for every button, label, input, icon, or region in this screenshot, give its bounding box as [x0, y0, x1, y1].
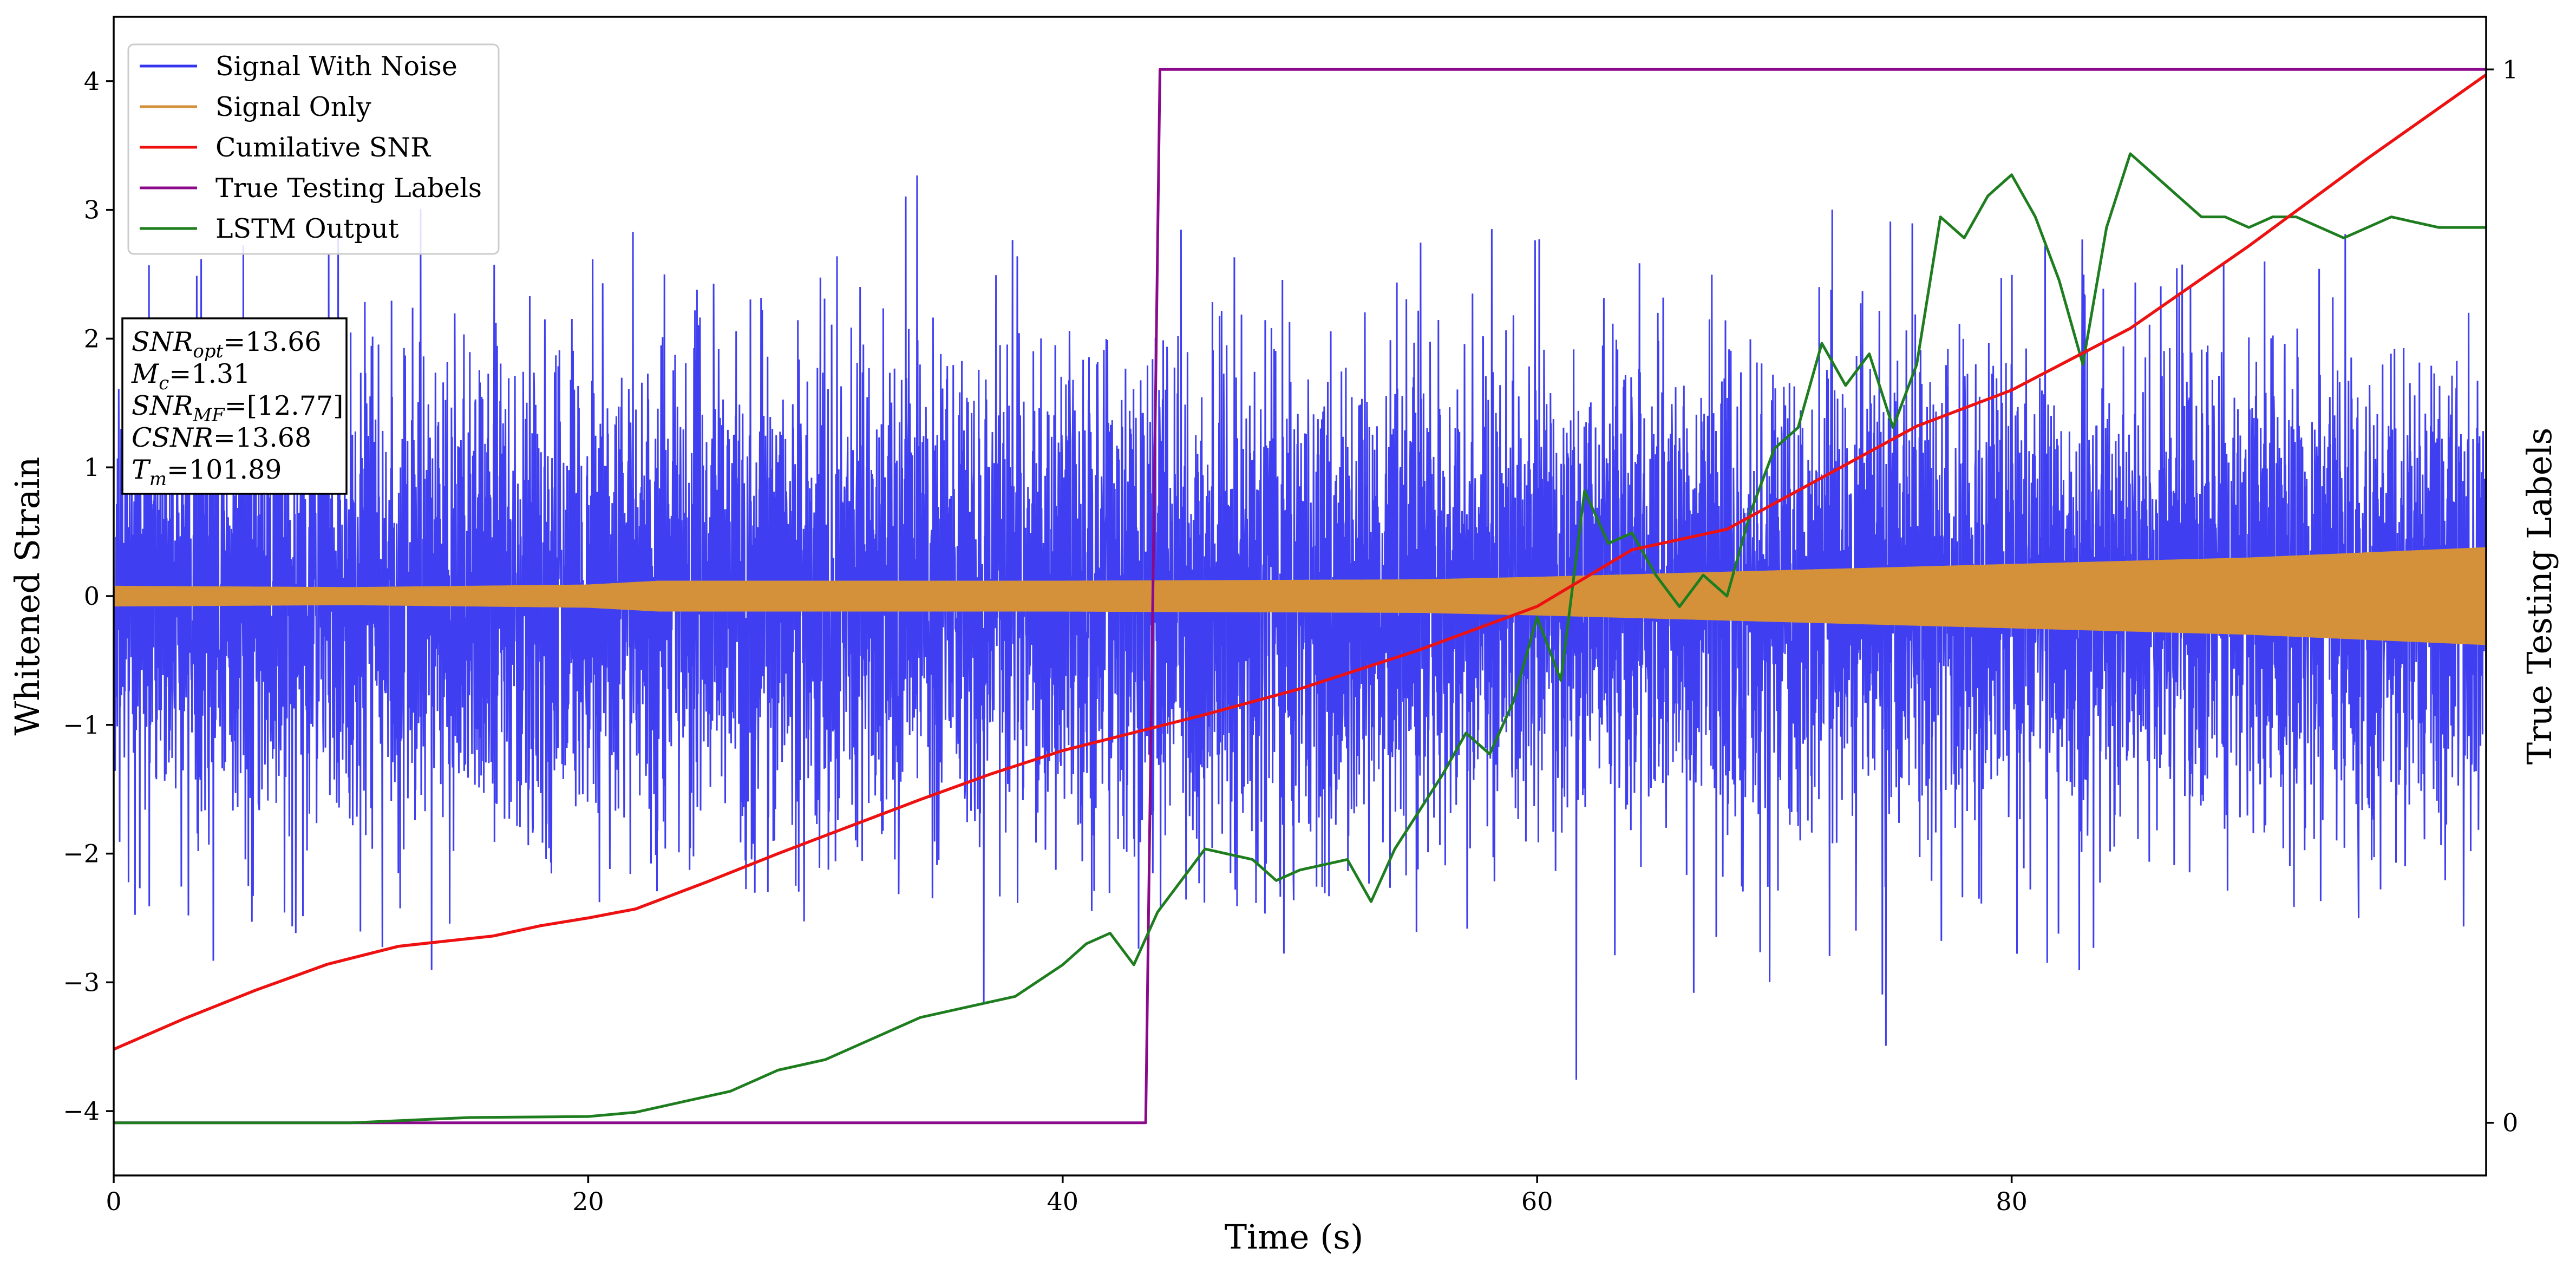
y2-tick-label: 0 — [2502, 1108, 2518, 1138]
y-tick-label: 0 — [84, 582, 100, 611]
annotation-lines: SNRopt=13.66Mc=1.31SNRMF=[12.77]CSNR=13.… — [131, 326, 343, 490]
x-tick-label: 40 — [1047, 1187, 1079, 1216]
legend-label: LSTM Output — [215, 213, 399, 244]
series-signal-only — [114, 547, 2486, 645]
axes: 0 20 40 60 80 4 3 2 1 0 −1 −2 −3 −4 1 0 — [63, 55, 2518, 1216]
annotation-frame — [121, 317, 348, 495]
y2-axis-title: True Testing Labels — [2520, 428, 2559, 765]
x-tick-label: 80 — [1996, 1187, 2028, 1216]
plot-area — [114, 68, 2486, 1125]
y-tick-label: 3 — [84, 195, 100, 225]
legend-frame — [127, 43, 500, 255]
annotation-line: CSNR=13.68 — [132, 422, 311, 453]
annotation-line: SNRMF=[12.77] — [132, 390, 343, 426]
annotation-line: Mc=1.31 — [131, 358, 250, 394]
annotation-line: SNRopt=13.66 — [132, 326, 322, 362]
series-lstm-output — [114, 152, 2486, 1125]
series-cumilative-snr — [114, 73, 2486, 1051]
legend-label: True Testing Labels — [215, 173, 482, 204]
legend-entries: Signal With Noise Signal Only Cumilative S… — [140, 51, 482, 244]
y2-tick-label: 1 — [2502, 55, 2518, 84]
legend-label: Signal Only — [215, 92, 371, 122]
y-axis-title: Whitened Strain — [8, 457, 47, 736]
y-tick-label: −1 — [63, 710, 100, 740]
legend: Signal With Noise Signal Only Cumilative S… — [127, 43, 500, 255]
annotation-box: SNRopt=13.66Mc=1.31SNRMF=[12.77]CSNR=13.… — [121, 317, 348, 495]
x-axis-title: Time (s) — [1225, 1217, 1364, 1257]
y-tick-label: 4 — [84, 67, 100, 96]
x-tick-label: 20 — [572, 1187, 604, 1216]
x-tick-label: 0 — [106, 1187, 121, 1216]
series-true-testing-labels — [114, 68, 2486, 1125]
y-tick-label: −2 — [63, 839, 100, 868]
y-tick-label: −3 — [63, 968, 100, 997]
legend-label: Cumilative SNR — [215, 132, 431, 163]
y-tick-label: −4 — [63, 1096, 100, 1126]
annotation-line: Tm=101.89 — [132, 454, 282, 490]
legend-label: Signal With Noise — [215, 51, 457, 82]
y-tick-label: 2 — [84, 324, 100, 353]
x-tick-label: 60 — [1521, 1187, 1553, 1216]
y-tick-label: 1 — [84, 453, 100, 482]
